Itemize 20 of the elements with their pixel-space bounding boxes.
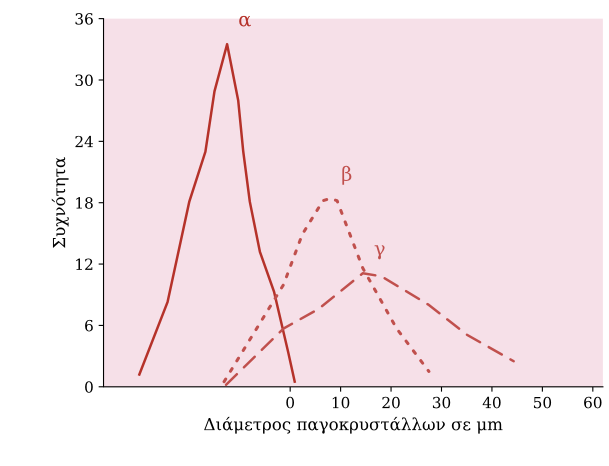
y-tick-label: 30 bbox=[76, 74, 93, 86]
x-tick-label: 20 bbox=[382, 396, 400, 408]
y-tick-label: 24 bbox=[75, 136, 94, 148]
y-tick-label: 0 bbox=[85, 381, 93, 393]
y-tick-label: 18 bbox=[76, 197, 93, 209]
series-label: γ bbox=[374, 245, 385, 260]
x-tick-label: 50 bbox=[534, 396, 552, 408]
x-tick-label: 40 bbox=[482, 396, 501, 408]
y-axis-title: Συχνότητα bbox=[52, 157, 69, 248]
line-series bbox=[138, 42, 296, 383]
x-tick-label: 0 bbox=[286, 396, 294, 408]
x-tick-label: 10 bbox=[332, 396, 350, 408]
y-tick-label: 6 bbox=[85, 320, 93, 332]
y-tick-label: 36 bbox=[76, 13, 93, 25]
x-tick-label: 60 bbox=[584, 396, 602, 408]
x-tick-label: 30 bbox=[432, 396, 450, 408]
series-label: α bbox=[239, 16, 251, 27]
y-tick-label: 12 bbox=[76, 258, 92, 270]
x-axis-title: Διάμετρος παγοκρυστάλλων σε μm bbox=[204, 416, 502, 434]
series-label: β bbox=[342, 166, 352, 185]
